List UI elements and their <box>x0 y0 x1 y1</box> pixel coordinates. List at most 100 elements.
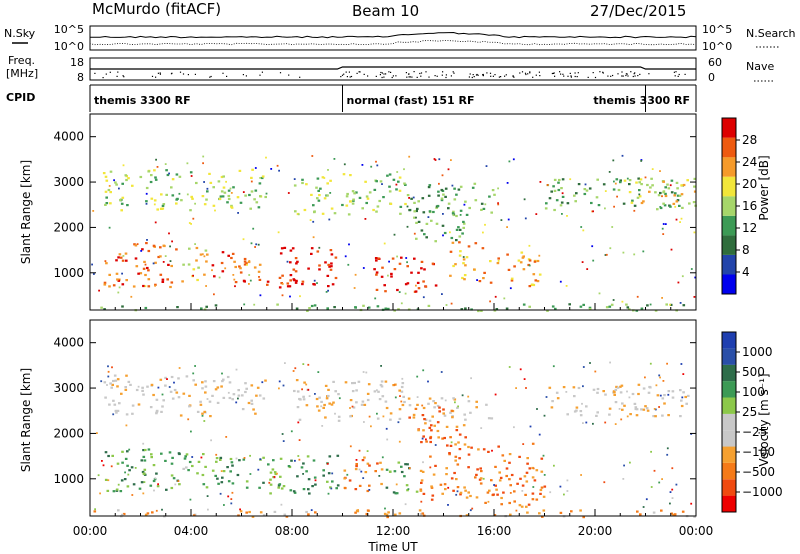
colorbar-swatch <box>722 176 736 197</box>
echo-cell <box>112 399 115 402</box>
echo-cell <box>295 262 298 265</box>
echo-cell <box>99 492 101 495</box>
echo-cell <box>141 386 144 389</box>
echo-cell <box>382 415 385 418</box>
echo-cell <box>159 378 163 381</box>
echo-cell <box>355 463 358 466</box>
echo-cell <box>321 176 325 179</box>
echo-cell <box>628 396 631 399</box>
echo-cell <box>273 510 277 513</box>
echo-cell <box>327 492 330 495</box>
echo-cell <box>231 252 235 255</box>
echo-cell <box>596 387 600 391</box>
echo-cell <box>430 429 433 432</box>
echo-cell <box>582 303 585 306</box>
nave-dot <box>453 72 455 74</box>
echo-cell <box>326 462 329 465</box>
echo-cell <box>667 393 670 396</box>
echo-cell <box>108 403 111 406</box>
echo-cell <box>375 273 378 276</box>
echo-cell <box>622 478 625 480</box>
echo-cell <box>147 285 151 288</box>
echo-cell <box>528 259 532 262</box>
colorbar-swatch <box>722 397 736 414</box>
echo-cell <box>406 282 410 285</box>
nave-dot <box>552 72 554 74</box>
nave-dot <box>538 71 540 73</box>
echo-cell <box>345 204 349 207</box>
echo-cell <box>332 380 335 383</box>
echo-cell <box>201 412 204 415</box>
echo-cell <box>447 168 450 171</box>
echo-cell <box>443 414 447 417</box>
echo-cell <box>219 456 223 459</box>
echo-cell <box>540 457 544 460</box>
echo-cell <box>604 254 607 256</box>
echo-cell <box>155 472 158 475</box>
echo-cell <box>535 498 539 501</box>
echo-cell <box>314 483 317 486</box>
echo-cell <box>640 201 644 205</box>
echo-cell <box>191 456 194 458</box>
echo-cell <box>205 285 207 287</box>
echo-cell <box>98 289 100 292</box>
echo-cell <box>293 184 297 187</box>
echo-cell <box>128 448 131 451</box>
echo-cell <box>124 252 128 255</box>
echo-cell <box>351 202 355 205</box>
echo-cell <box>202 453 205 456</box>
echo-cell <box>262 456 265 459</box>
nave-dot <box>512 75 514 77</box>
echo-cell <box>433 406 436 409</box>
nave-dot <box>420 75 422 77</box>
echo-cell <box>531 498 535 501</box>
echo-cell <box>634 406 638 409</box>
echo-cell <box>351 190 355 193</box>
echo-cell <box>318 264 321 267</box>
echo-cell <box>688 202 691 205</box>
echo-cell <box>397 421 400 424</box>
echo-cell <box>430 498 434 501</box>
nave-dot <box>151 75 154 77</box>
echo-cell <box>646 183 649 187</box>
echo-cell <box>192 514 196 517</box>
echo-cell <box>430 486 434 489</box>
echo-cell <box>162 261 165 263</box>
echo-cell <box>172 477 176 480</box>
echo-cell <box>358 196 362 199</box>
echo-cell <box>355 459 358 461</box>
echo-cell <box>280 487 284 490</box>
echo-cell <box>107 365 109 368</box>
echo-cell <box>372 208 375 212</box>
echo-cell <box>284 362 286 364</box>
nave-dot <box>524 72 527 74</box>
echo-cell <box>201 381 204 384</box>
echo-cell <box>326 307 329 310</box>
echo-cell <box>604 393 607 396</box>
echo-cell <box>353 192 356 195</box>
echo-cell <box>406 194 410 197</box>
echo-cell <box>283 513 287 516</box>
echo-cell <box>475 406 478 409</box>
echo-cell <box>565 285 568 287</box>
echo-cell <box>389 418 392 421</box>
echo-cell <box>276 164 279 167</box>
echo-cell <box>179 414 183 417</box>
echo-cell <box>422 211 426 214</box>
echo-cell <box>680 184 683 187</box>
echo-cell <box>653 408 656 410</box>
echo-cell <box>155 409 159 412</box>
echo-cell <box>204 391 207 394</box>
nave-dot <box>359 71 361 73</box>
nave-dot <box>425 71 427 73</box>
colorbar-swatch <box>722 215 736 236</box>
echo-cell <box>297 213 300 216</box>
echo-cell <box>386 516 389 519</box>
echo-cell <box>278 286 282 289</box>
echo-cell <box>197 266 200 269</box>
echo-cell <box>360 470 363 473</box>
echo-cell <box>124 174 128 177</box>
echo-cell <box>102 172 106 175</box>
echo-cell <box>397 461 401 464</box>
echo-cell <box>453 398 457 401</box>
